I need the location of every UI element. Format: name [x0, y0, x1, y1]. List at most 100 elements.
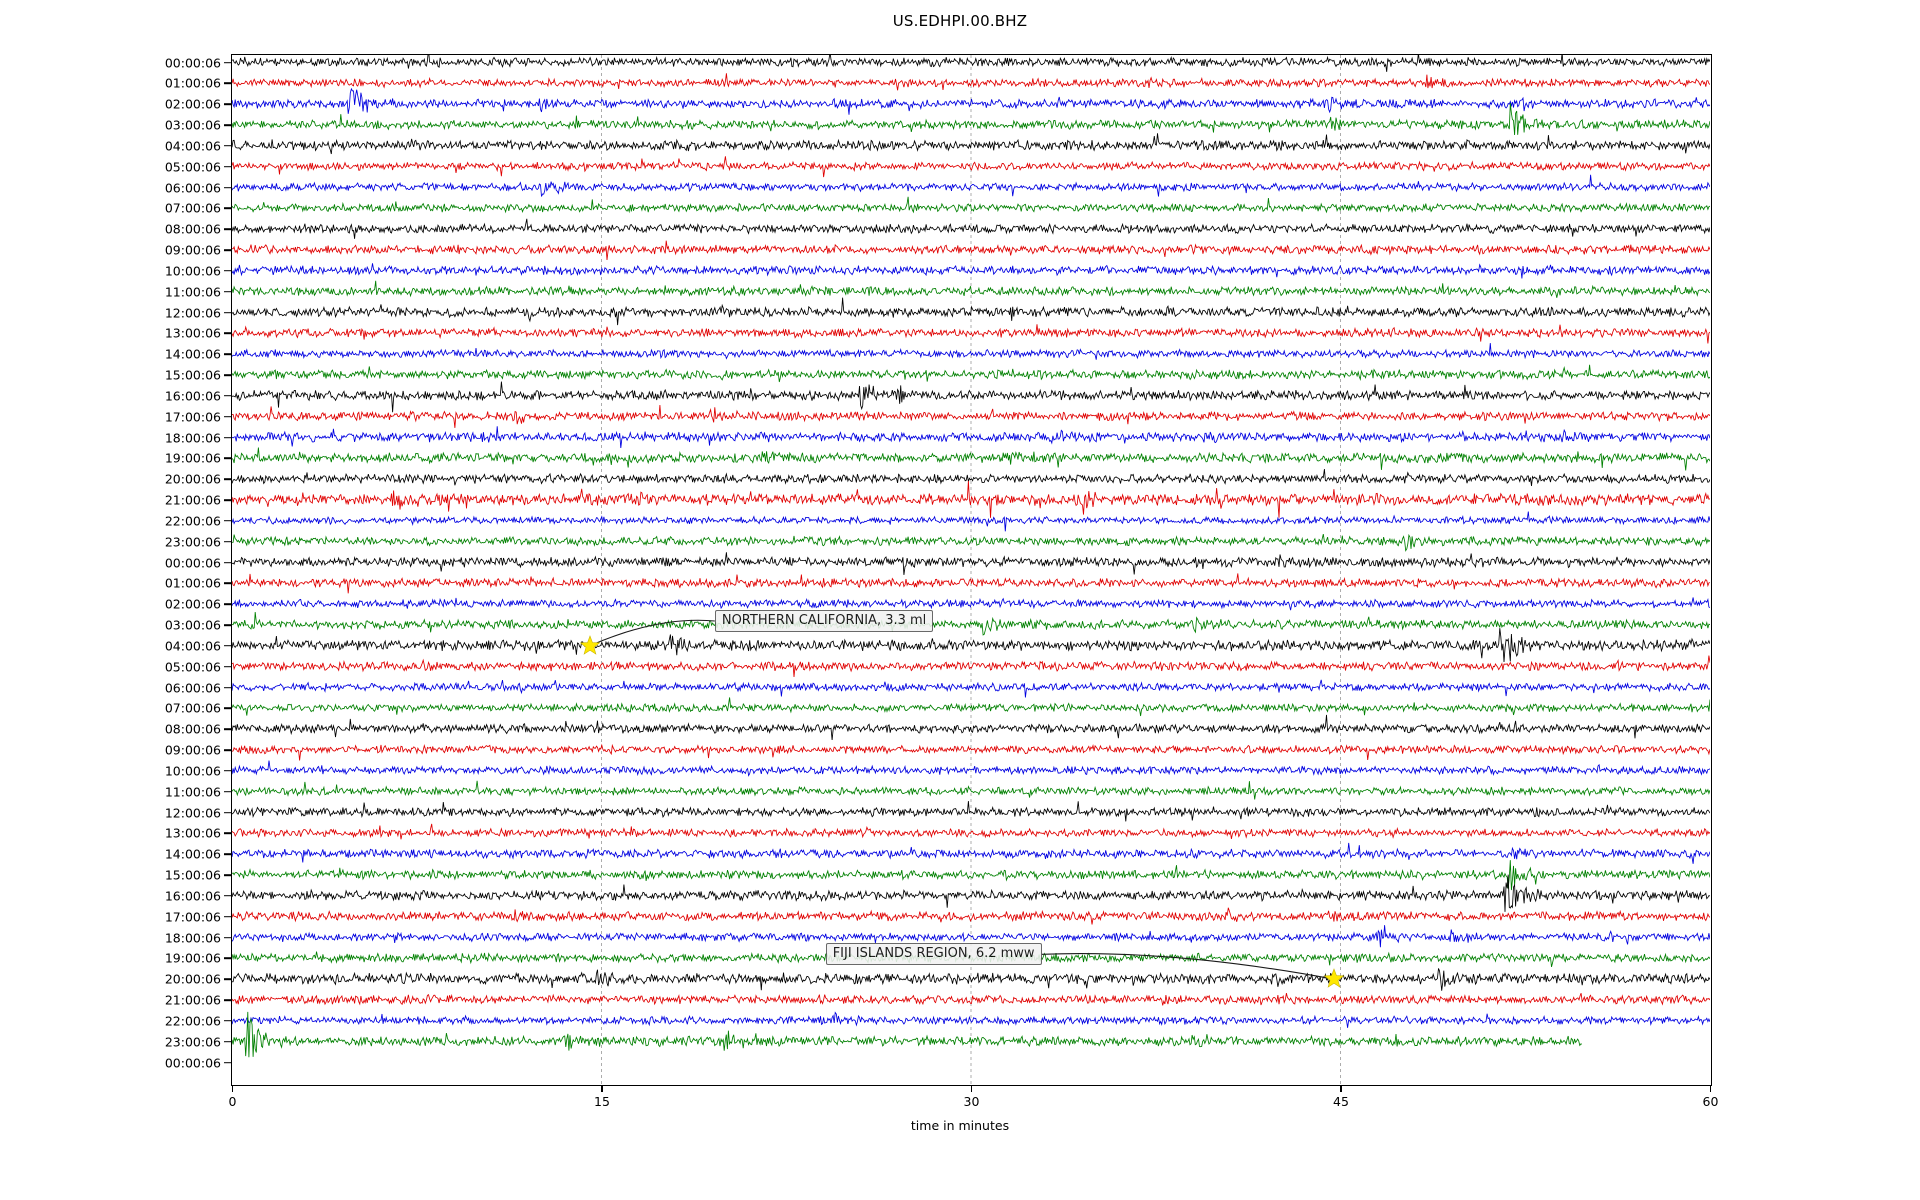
- y-tick-label: 00:00:06: [164, 1055, 221, 1070]
- y-tick-mark: [224, 728, 231, 730]
- trace-34: [232, 760, 1710, 777]
- y-tick-mark: [224, 270, 231, 272]
- x-axis-label: time in minutes: [910, 1118, 1010, 1133]
- y-tick-mark: [224, 165, 231, 168]
- x-tick-mark: [970, 1084, 973, 1092]
- trace-42: [232, 925, 1710, 948]
- y-tick-label: 20:00:06: [164, 971, 221, 987]
- trace-6: [232, 174, 1710, 197]
- trace-19: [232, 447, 1710, 471]
- trace-28: [232, 628, 1710, 663]
- trace-22: [232, 511, 1710, 532]
- y-tick-label: 05:00:06: [164, 659, 221, 675]
- y-tick-mark: [224, 561, 231, 564]
- y-tick-label: 06:00:06: [164, 180, 221, 195]
- y-tick-label: 12:00:06: [164, 805, 221, 820]
- y-tick-mark: [224, 770, 231, 772]
- trace-7: [232, 196, 1710, 214]
- trace-47: [232, 1011, 1583, 1058]
- y-tick-mark: [224, 603, 231, 605]
- y-tick-label: 18:00:06: [164, 430, 221, 445]
- y-tick-mark: [224, 249, 231, 251]
- y-tick-label: 21:00:06: [164, 992, 221, 1008]
- y-tick-label: 01:00:06: [164, 75, 221, 91]
- trace-10: [232, 263, 1710, 279]
- y-tick-label: 17:00:06: [164, 409, 221, 425]
- y-tick-mark: [224, 353, 231, 355]
- trace-9: [232, 240, 1710, 261]
- trace-2: [232, 87, 1710, 115]
- page-title: US.EDHPI.00.BHZ: [892, 12, 1028, 30]
- y-tick-label: 14:00:06: [164, 346, 221, 362]
- trace-21: [232, 480, 1710, 518]
- y-tick-label: 16:00:06: [164, 888, 221, 904]
- y-tick-mark: [224, 1020, 231, 1022]
- trace-27: [232, 611, 1710, 636]
- x-tick-mark: [601, 1084, 603, 1092]
- y-tick-mark: [224, 874, 231, 876]
- y-tick-label: 09:00:06: [164, 242, 221, 258]
- y-tick-mark: [224, 61, 231, 64]
- y-tick-label: 14:00:06: [164, 846, 221, 862]
- y-tick-label: 02:00:06: [164, 596, 221, 612]
- trace-15: [232, 364, 1710, 383]
- y-tick-mark: [224, 478, 231, 480]
- trace-8: [232, 218, 1710, 239]
- y-tick-label: 23:00:06: [164, 534, 221, 550]
- trace-12: [232, 297, 1710, 326]
- y-tick-mark: [224, 186, 231, 189]
- x-tick-mark: [1709, 1084, 1712, 1092]
- trace-41: [232, 907, 1710, 925]
- trace-13: [232, 324, 1710, 344]
- y-tick-mark: [224, 1061, 231, 1064]
- trace-45: [232, 993, 1710, 1006]
- y-tick-mark: [224, 999, 231, 1001]
- trace-33: [232, 743, 1710, 761]
- y-tick-label: 07:00:06: [164, 700, 221, 716]
- star-icon: [1323, 968, 1344, 988]
- y-tick-label: 05:00:06: [164, 159, 221, 175]
- y-tick-mark: [224, 1040, 231, 1043]
- trace-40: [232, 874, 1710, 912]
- y-tick-label: 11:00:06: [164, 284, 221, 300]
- trace-3: [232, 103, 1710, 136]
- y-tick-label: 04:00:06: [164, 138, 221, 154]
- seismogram-traces: [232, 55, 1710, 1084]
- plot-area: [231, 54, 1712, 1086]
- y-tick-mark: [224, 374, 231, 376]
- y-tick-mark: [224, 103, 231, 105]
- trace-30: [232, 679, 1710, 698]
- y-tick-mark: [224, 665, 231, 668]
- y-tick-label: 03:00:06: [164, 117, 221, 133]
- y-tick-mark: [224, 624, 231, 626]
- y-tick-mark: [224, 145, 231, 147]
- trace-24: [232, 552, 1710, 575]
- y-tick-label: 22:00:06: [164, 513, 221, 529]
- annotation-label-fiji-islands-region[interactable]: FIJI ISLANDS REGION, 6.2 mww: [825, 943, 1042, 966]
- trace-4: [232, 133, 1710, 155]
- y-tick-label: 20:00:06: [164, 471, 221, 487]
- y-tick-label: 08:00:06: [164, 221, 221, 237]
- y-tick-label: 00:00:06: [164, 55, 221, 70]
- y-tick-label: 10:00:06: [164, 763, 221, 779]
- y-tick-label: 10:00:06: [164, 263, 221, 279]
- y-tick-mark: [224, 832, 231, 835]
- trace-1: [232, 73, 1710, 91]
- trace-38: [232, 842, 1710, 864]
- x-tick-mark: [231, 1084, 234, 1092]
- trace-35: [232, 780, 1710, 800]
- trace-16: [232, 381, 1710, 413]
- y-tick-mark: [224, 790, 231, 793]
- x-tick-mark: [1340, 1084, 1342, 1092]
- y-tick-mark: [224, 582, 231, 585]
- y-tick-mark: [224, 520, 231, 522]
- y-tick-mark: [224, 915, 231, 918]
- y-tick-mark: [224, 290, 231, 293]
- trace-29: [232, 655, 1710, 678]
- y-tick-mark: [224, 207, 231, 210]
- annotation-label-northern-california[interactable]: NORTHERN CALIFORNIA, 3.3 ml: [714, 610, 934, 632]
- trace-31: [232, 697, 1710, 717]
- trace-39: [232, 860, 1710, 891]
- y-tick-label: 15:00:06: [164, 367, 221, 383]
- star-icon: [579, 634, 600, 655]
